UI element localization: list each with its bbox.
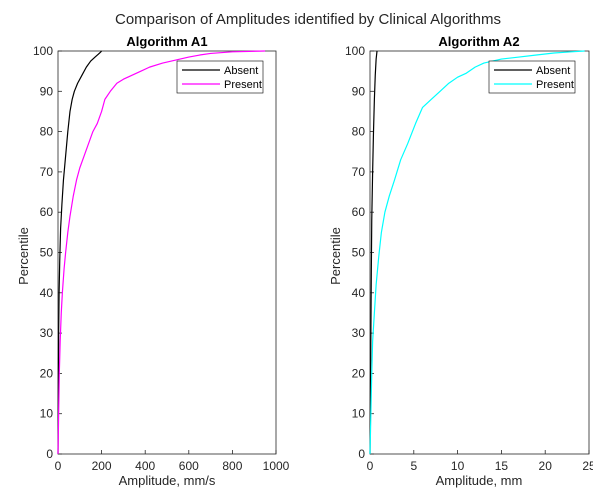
y-axis-label: Percentile [328, 227, 343, 285]
y-tick-label: 10 [40, 407, 54, 421]
x-tick-label: 5 [410, 459, 417, 473]
y-tick-label: 60 [352, 205, 366, 219]
y-tick-label: 30 [40, 326, 54, 340]
subplot-title: Algorithm A1 [126, 34, 207, 49]
x-tick-label: 20 [539, 459, 553, 473]
y-tick-label: 80 [352, 125, 366, 139]
y-tick-label: 40 [352, 286, 366, 300]
y-tick-label: 80 [40, 125, 54, 139]
series-line-present [57, 50, 266, 455]
x-tick-label: 400 [135, 459, 155, 473]
y-tick-label: 30 [352, 326, 366, 340]
y-tick-label: 20 [352, 366, 366, 380]
y-tick-label: 90 [40, 84, 54, 98]
y-tick-label: 10 [352, 407, 366, 421]
subplot-algorithm-a1: Algorithm A1 Amplitude, mm/s Percentile … [16, 34, 290, 488]
y-tick-label: 60 [40, 205, 54, 219]
x-axis-label: Amplitude, mm/s [119, 473, 216, 488]
y-tick-label: 50 [40, 246, 54, 260]
y-axis-label: Percentile [16, 227, 31, 285]
y-tick-label: 100 [33, 44, 53, 58]
x-tick-label: 15 [495, 459, 509, 473]
y-tick-label: 50 [352, 246, 366, 260]
subplot-algorithm-a2: Algorithm A2 Amplitude, mm Percentile 0 5… [328, 34, 593, 488]
y-tick-label: 0 [358, 447, 365, 461]
legend-label-present: Present [536, 79, 574, 91]
y-tick-label: 70 [40, 165, 54, 179]
subplot-title: Algorithm A2 [438, 34, 519, 49]
x-axis-label: Amplitude, mm [436, 473, 523, 488]
x-tick-label: 200 [92, 459, 112, 473]
y-tick-label: 90 [352, 84, 366, 98]
y-tick-label: 20 [40, 366, 54, 380]
plot-area: 0 200 400 600 800 1000 0 10 20 30 40 50 60 70 80 90 100 [33, 44, 290, 473]
legend-label-absent: Absent [536, 65, 570, 77]
series-line-absent [57, 50, 103, 455]
figure-suptitle: Comparison of Amplitudes identified by C… [115, 11, 501, 28]
y-tick-label: 100 [345, 44, 365, 58]
series-line-present [369, 50, 585, 455]
x-tick-label: 10 [451, 459, 465, 473]
legend-box [176, 60, 264, 94]
x-tick-label: 0 [367, 459, 374, 473]
y-tick-label: 70 [352, 165, 366, 179]
plot-area: 0 5 10 15 20 25 0 10 20 30 40 50 60 70 80 90 100 [345, 44, 593, 473]
x-tick-label: 25 [582, 459, 593, 473]
y-tick-label: 0 [46, 447, 53, 461]
x-tick-label: 0 [55, 459, 62, 473]
series-line-absent [369, 50, 378, 455]
x-tick-label: 1000 [263, 459, 290, 473]
x-tick-label: 600 [179, 459, 199, 473]
y-tick-label: 40 [40, 286, 54, 300]
legend: Absent Present [176, 60, 264, 94]
legend: Absent Present [488, 60, 576, 94]
x-tick-label: 800 [222, 459, 242, 473]
legend-label-present: Present [224, 79, 262, 91]
legend-label-absent: Absent [224, 65, 258, 77]
legend-box [488, 60, 576, 94]
